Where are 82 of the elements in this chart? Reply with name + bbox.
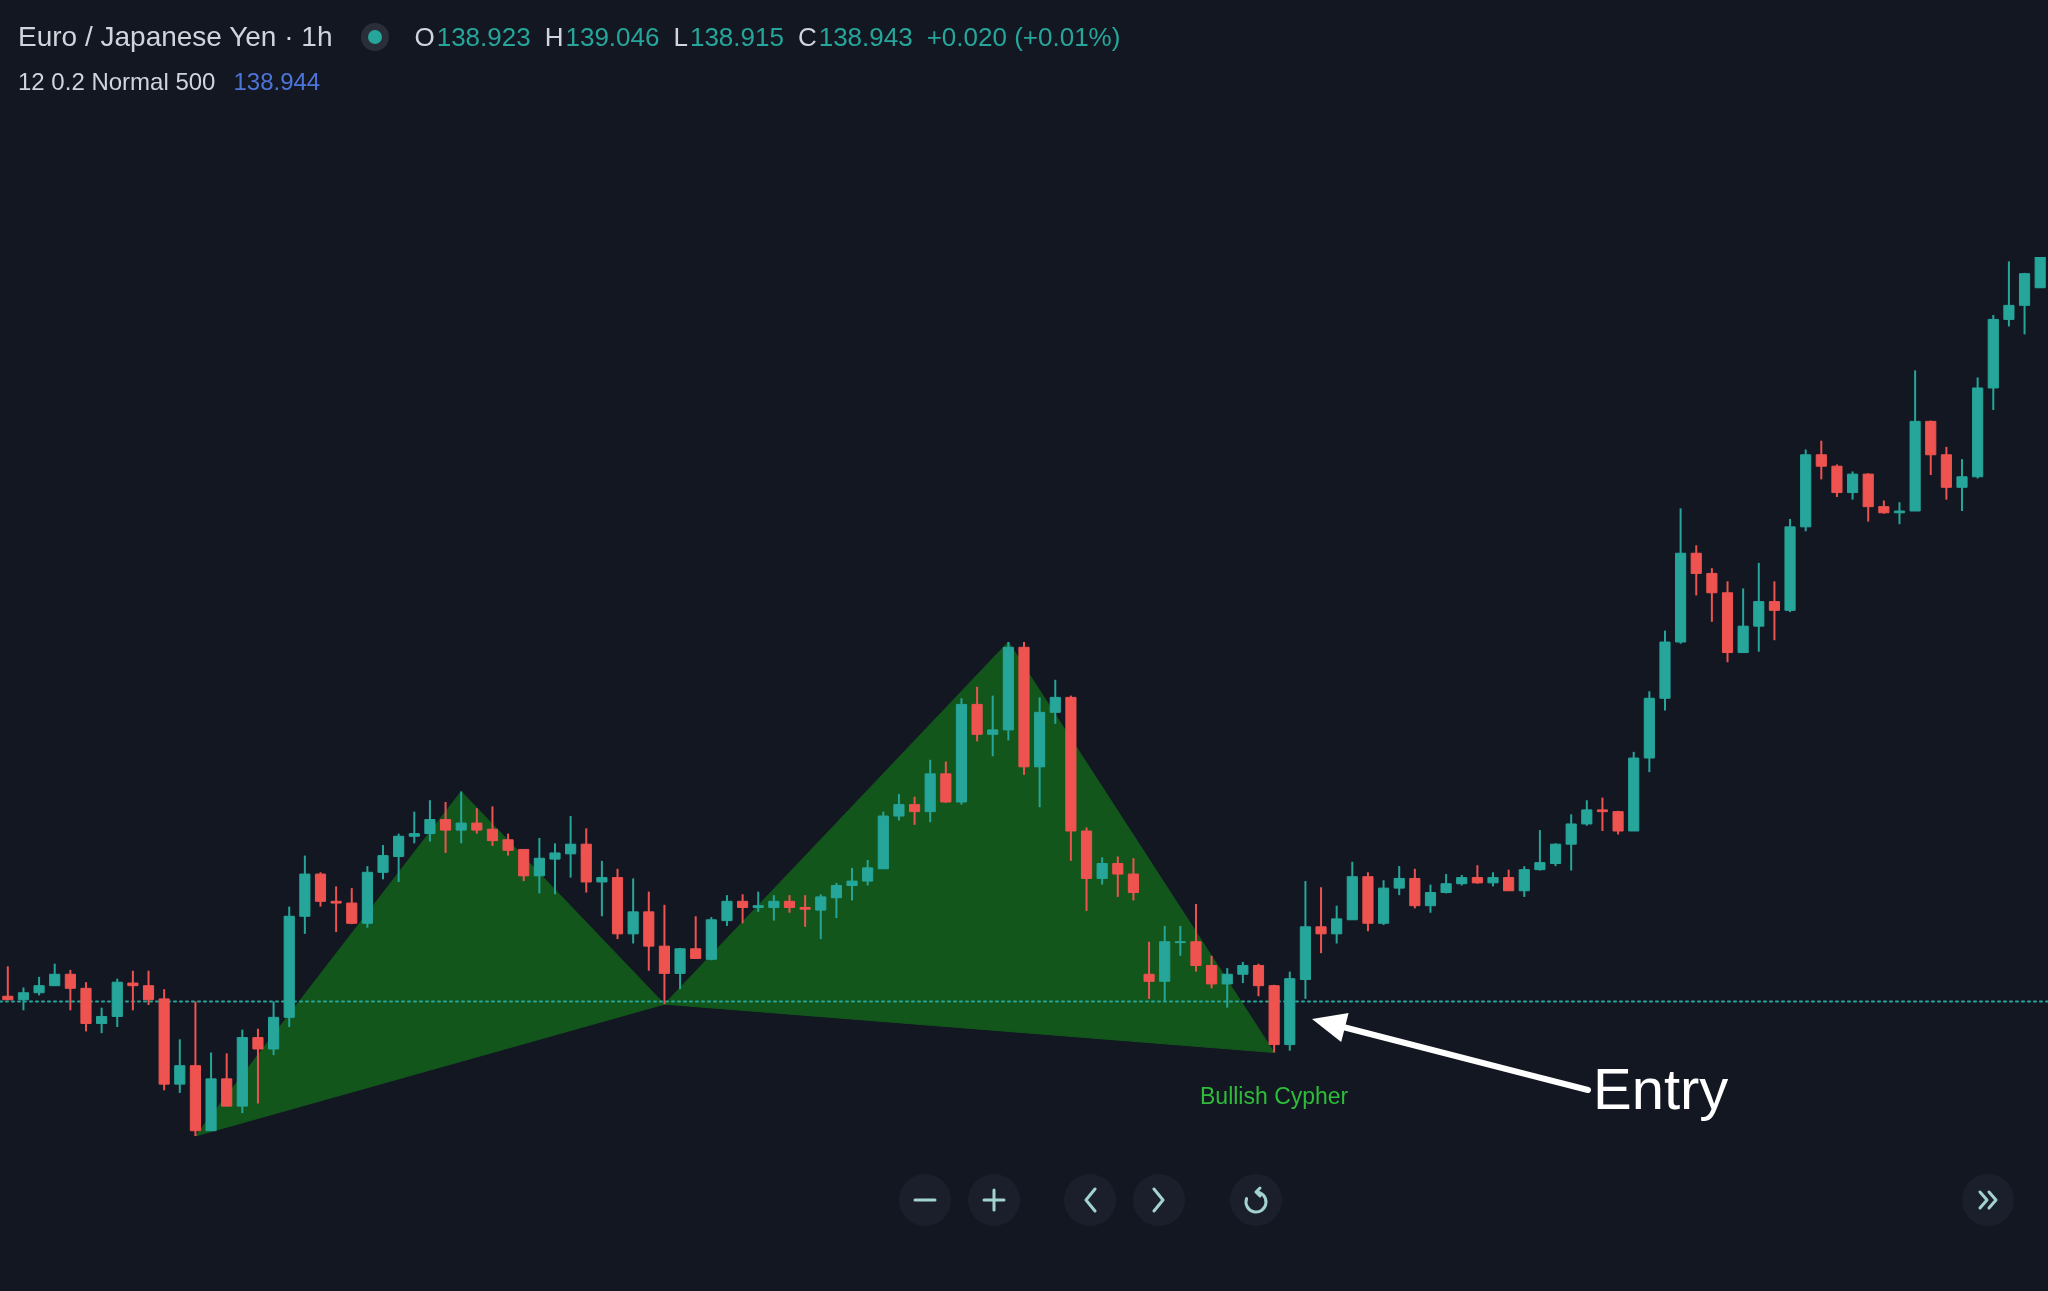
series-label: Bullish Cypher	[1199, 1083, 1349, 1110]
candlestick	[565, 815, 577, 879]
candlestick	[1815, 439, 1827, 481]
candlestick	[1847, 470, 1859, 501]
chart-subtitle: 12 0.2 Normal 500	[18, 68, 216, 96]
candlestick	[627, 877, 639, 945]
candlestick	[1049, 678, 1061, 725]
candlestick	[1206, 954, 1218, 990]
text: H	[544, 21, 564, 53]
text: C	[797, 21, 817, 53]
candlestick	[2, 965, 14, 1001]
candlestick	[815, 893, 827, 941]
candlestick	[1503, 868, 1515, 892]
candlestick	[502, 832, 514, 857]
candlestick	[846, 866, 858, 902]
candlestick	[690, 915, 702, 960]
text: 138.923	[436, 21, 531, 53]
candlestick	[142, 969, 155, 1007]
text: +0.020 (+0.01%)	[926, 21, 1121, 53]
text: O	[414, 21, 435, 53]
candlestick	[1956, 458, 1968, 513]
candlestick	[1112, 855, 1124, 898]
candlestick	[96, 1006, 108, 1035]
candlestick	[424, 799, 436, 843]
candlestick	[174, 1038, 186, 1094]
candlestick	[1471, 864, 1483, 885]
candlestick	[1565, 813, 1577, 872]
candlestick	[127, 969, 139, 1012]
candlestick	[893, 793, 905, 822]
candlestick	[49, 962, 61, 987]
candlestick	[549, 842, 561, 896]
candlestick	[486, 805, 499, 847]
candlestick	[987, 694, 999, 758]
candlestick	[1315, 886, 1327, 955]
candlestick	[346, 887, 358, 926]
text: 138.943	[818, 21, 913, 53]
candlestick	[1690, 544, 1702, 597]
candlestick	[393, 832, 405, 883]
candlestick	[1549, 842, 1562, 868]
candlestick	[1127, 857, 1140, 902]
candlestick	[908, 795, 921, 826]
candlestick	[1393, 865, 1405, 897]
candlestick	[252, 1027, 264, 1105]
candlestick	[64, 968, 76, 1012]
candlestick	[471, 807, 483, 835]
text: 139.046	[565, 21, 660, 53]
candlestick	[455, 790, 467, 845]
candlestick	[439, 800, 452, 854]
candlestick	[721, 894, 733, 927]
candlestick	[862, 858, 874, 887]
candlestick	[1893, 501, 1906, 526]
candlestick	[1581, 799, 1593, 827]
candlestick	[1518, 865, 1530, 898]
candlestick	[1596, 796, 1609, 832]
candlestick	[799, 894, 811, 928]
candlestick	[768, 894, 780, 922]
text: L	[673, 21, 688, 53]
candlestick	[2003, 260, 2015, 328]
candlestick	[1096, 856, 1108, 886]
candlestick	[408, 810, 420, 845]
candlestick	[33, 975, 45, 997]
candlestick	[1534, 829, 1546, 872]
candlestick	[1174, 924, 1186, 957]
candlestick	[737, 893, 749, 925]
candlestick	[1706, 567, 1718, 623]
candlestick	[1143, 940, 1155, 1000]
annotation: Entry	[1593, 1055, 1729, 1122]
candlestick	[330, 885, 342, 934]
candlestick	[1768, 580, 1780, 642]
candlestick	[533, 837, 545, 895]
candlestick	[377, 844, 389, 881]
candlestick	[1424, 883, 1437, 914]
candlestick	[1237, 960, 1249, 985]
candlestick	[830, 881, 842, 920]
candlestick	[1331, 904, 1343, 945]
candlestick	[1190, 902, 1202, 973]
candlestick	[596, 859, 608, 918]
candlestick	[752, 890, 764, 913]
text: 138.915	[689, 21, 784, 53]
candlestick	[1252, 962, 1265, 998]
chart-title: Euro / Japanese Yen · 1h	[18, 21, 333, 53]
text: 138.944	[233, 68, 321, 96]
